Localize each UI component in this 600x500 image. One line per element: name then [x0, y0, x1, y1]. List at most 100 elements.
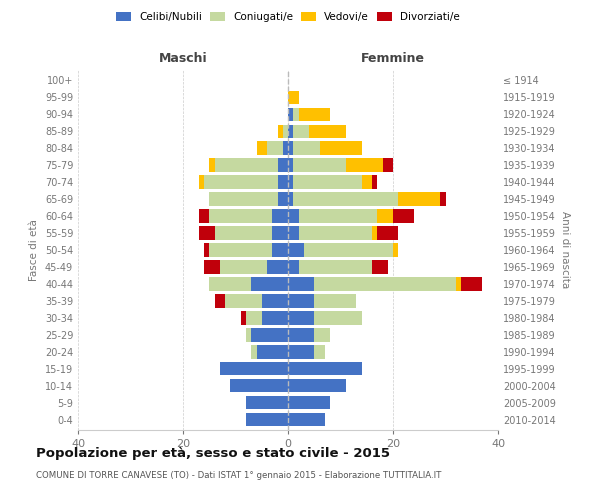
Bar [372, 226, 377, 239]
Bar [283, 124, 288, 138]
Bar [277, 124, 283, 138]
Bar [288, 362, 361, 376]
Bar [288, 124, 293, 138]
Bar [241, 312, 246, 324]
Bar [288, 158, 293, 172]
Bar [293, 176, 361, 188]
Bar [257, 346, 288, 358]
Bar [246, 328, 251, 342]
Bar [267, 260, 288, 274]
Bar [204, 176, 277, 188]
Bar [220, 260, 267, 274]
Bar [314, 278, 456, 290]
Bar [288, 379, 346, 392]
Bar [288, 176, 293, 188]
Bar [299, 108, 330, 121]
Bar [288, 312, 314, 324]
Bar [209, 210, 272, 222]
Bar [204, 244, 209, 256]
Bar [299, 210, 377, 222]
Bar [209, 192, 277, 205]
Bar [372, 176, 377, 188]
Bar [251, 278, 288, 290]
Bar [215, 158, 277, 172]
Bar [288, 142, 293, 154]
Bar [225, 294, 262, 308]
Bar [293, 108, 299, 121]
Bar [293, 158, 346, 172]
Bar [251, 346, 257, 358]
Bar [283, 142, 288, 154]
Bar [272, 210, 288, 222]
Bar [320, 142, 361, 154]
Bar [299, 260, 372, 274]
Bar [377, 210, 393, 222]
Bar [314, 346, 325, 358]
Bar [309, 124, 346, 138]
Bar [304, 244, 393, 256]
Bar [277, 176, 288, 188]
Bar [288, 226, 299, 239]
Bar [314, 328, 330, 342]
Bar [288, 413, 325, 426]
Bar [199, 210, 209, 222]
Y-axis label: Anni di nascita: Anni di nascita [560, 212, 569, 288]
Bar [288, 260, 299, 274]
Bar [257, 142, 267, 154]
Bar [267, 142, 283, 154]
Bar [293, 124, 309, 138]
Bar [288, 244, 304, 256]
Legend: Celibi/Nubili, Coniugati/e, Vedovi/e, Divorziati/e: Celibi/Nubili, Coniugati/e, Vedovi/e, Di… [112, 8, 464, 26]
Text: Maschi: Maschi [158, 52, 208, 65]
Text: Femmine: Femmine [361, 52, 425, 65]
Bar [246, 413, 288, 426]
Bar [272, 244, 288, 256]
Bar [262, 294, 288, 308]
Bar [288, 294, 314, 308]
Bar [246, 312, 262, 324]
Bar [383, 158, 393, 172]
Bar [272, 226, 288, 239]
Bar [288, 210, 299, 222]
Bar [204, 260, 220, 274]
Bar [288, 108, 293, 121]
Bar [293, 192, 398, 205]
Bar [398, 192, 440, 205]
Bar [230, 379, 288, 392]
Bar [288, 278, 314, 290]
Bar [288, 90, 299, 104]
Bar [209, 244, 272, 256]
Text: Popolazione per età, sesso e stato civile - 2015: Popolazione per età, sesso e stato civil… [36, 448, 390, 460]
Bar [220, 362, 288, 376]
Bar [288, 192, 293, 205]
Bar [288, 396, 330, 409]
Bar [288, 346, 314, 358]
Bar [209, 158, 215, 172]
Bar [393, 244, 398, 256]
Bar [393, 210, 414, 222]
Bar [246, 396, 288, 409]
Bar [251, 328, 288, 342]
Bar [461, 278, 482, 290]
Bar [377, 226, 398, 239]
Bar [346, 158, 383, 172]
Bar [262, 312, 288, 324]
Bar [215, 226, 272, 239]
Bar [440, 192, 445, 205]
Bar [277, 158, 288, 172]
Bar [199, 226, 215, 239]
Bar [456, 278, 461, 290]
Bar [314, 294, 356, 308]
Y-axis label: Fasce di età: Fasce di età [29, 219, 39, 281]
Bar [288, 328, 314, 342]
Bar [209, 278, 251, 290]
Bar [372, 260, 388, 274]
Bar [199, 176, 204, 188]
Bar [215, 294, 225, 308]
Text: COMUNE DI TORRE CANAVESE (TO) - Dati ISTAT 1° gennaio 2015 - Elaborazione TUTTIT: COMUNE DI TORRE CANAVESE (TO) - Dati IST… [36, 471, 442, 480]
Bar [361, 176, 372, 188]
Bar [293, 142, 320, 154]
Bar [299, 226, 372, 239]
Bar [314, 312, 361, 324]
Bar [277, 192, 288, 205]
